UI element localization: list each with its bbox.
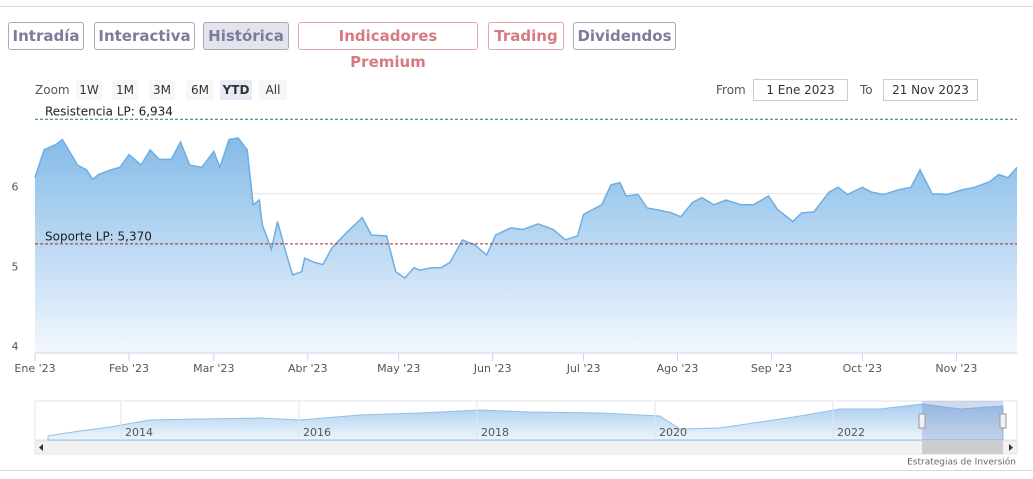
series-line [34,137,1018,280]
navigator-series [47,403,1004,441]
scrollbar-track[interactable] [34,440,1018,455]
y-tick-label: 6 [12,181,19,194]
annotation-label: Soporte LP: 5,370 [45,229,152,243]
x-tick-label: Mar '23 [193,362,234,375]
navigator-label: 2020 [659,426,687,439]
tab[interactable]: Histórica [203,22,289,50]
x-tick-label: Feb '23 [109,362,149,375]
zoom-button[interactable]: YTD [220,80,252,100]
navigator-label: 2018 [481,426,509,439]
x-tick-label: Jul '23 [566,362,601,375]
tab[interactable]: Intradía [8,22,84,50]
x-tick-label: Abr '23 [288,362,328,375]
zoom-button[interactable]: 1M [112,80,138,100]
x-tick-label: Jun '23 [473,362,512,375]
from-input[interactable]: 1 Ene 2023 [753,79,848,101]
to-label: To [860,83,873,97]
scrollbar-thumb[interactable] [922,441,1003,454]
separator [0,470,1033,471]
x-tick-label: Sep '23 [751,362,792,375]
tab[interactable]: Indicadores Premium [298,22,478,71]
scroll-right[interactable] [1009,444,1013,451]
x-tick-label: Nov '23 [935,362,977,375]
navigator-label: 2014 [125,426,153,439]
scroll-left[interactable] [39,444,43,451]
tab[interactable]: Interactiva [94,22,195,50]
zoom-button[interactable]: 6M [186,80,214,100]
credit: Estrategias de Inversión [907,457,1016,468]
x-tick-label: Ene '23 [14,362,55,375]
navigator-handle[interactable] [999,413,1007,429]
navigator-label: 2016 [303,426,331,439]
tab[interactable]: Trading [488,22,564,50]
x-tick-label: May '23 [377,362,420,375]
area-fill [35,137,1017,353]
x-tick-label: Ago '23 [657,362,699,375]
navigator-selection[interactable] [922,401,1003,440]
zoom-button[interactable]: 3M [149,80,175,100]
separator [0,6,1033,7]
navigator-handle[interactable] [918,413,926,429]
from-label: From [716,83,746,97]
annotation-label: Resistencia LP: 6,934 [45,105,173,119]
to-input[interactable]: 21 Nov 2023 [883,79,978,101]
zoom-button[interactable]: All [259,80,287,100]
navigator-label: 2022 [837,426,865,439]
y-tick-label: 4 [12,340,19,353]
y-tick-label: 5 [12,260,19,273]
zoom-button[interactable]: 1W [76,80,102,100]
tab[interactable]: Dividendos [573,22,676,50]
zoom-label: Zoom [35,83,70,97]
x-tick-label: Oct '23 [843,362,883,375]
navigator: 2014 2016 2018 2020 2022 [34,400,1018,455]
